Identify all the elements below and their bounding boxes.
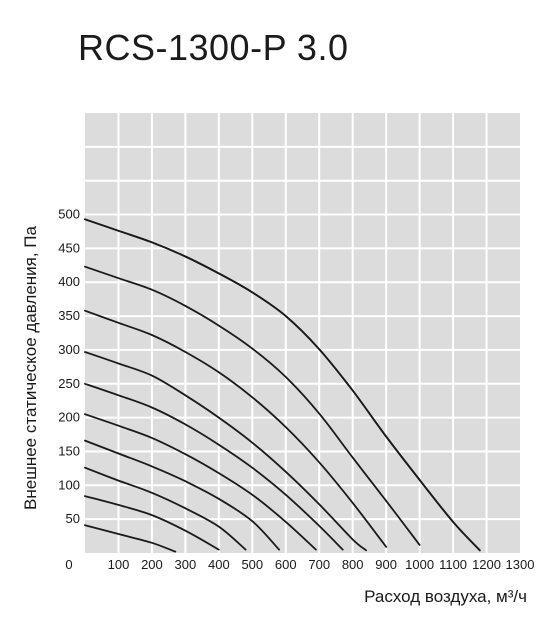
x-tick-label: 1300 [506,557,535,572]
x-tick-labels: 100 200 300 400 500 600 700 800 900 1000 1100 1200 1… [108,557,535,572]
x-tick-label: 400 [208,557,230,572]
y-tick-labels: 50 100 150 200 250 300 350 400 450 500 [58,207,80,527]
x-tick-label: 200 [141,557,163,572]
x-tick-label: 500 [241,557,263,572]
plot-background [85,113,520,553]
y-tick-label: 50 [66,511,80,526]
grid-lines [85,113,520,553]
x-tick-label: 800 [342,557,364,572]
pressure-curve-5 [84,413,317,551]
pressure-curve-11 [84,218,481,552]
x-tick-label: 1200 [472,557,501,572]
chart-title: RCS-1300-P 3.0 [78,27,349,68]
y-tick-label: 450 [58,240,80,255]
x-tick-label: 900 [375,557,397,572]
curve-series [84,218,481,553]
origin-label: 0 [65,557,72,572]
pressure-curve-2 [84,495,220,551]
y-tick-label: 500 [58,207,80,222]
y-tick-label: 200 [58,410,80,425]
pressure-curve-3 [84,466,247,551]
pressure-curve-7 [84,351,367,552]
y-tick-label: 300 [58,342,80,357]
pressure-curve-1 [84,524,177,553]
y-tick-label: 150 [58,443,80,458]
x-tick-label: 1100 [439,557,467,572]
x-tick-label: 600 [275,557,297,572]
pressure-curve-4 [84,439,280,551]
x-tick-label: 700 [308,557,330,572]
x-tick-label: 1000 [405,557,434,572]
y-axis-title: Внешнее статическое давления, Па [21,225,40,510]
y-tick-label: 100 [58,477,80,492]
pressure-curve-6 [84,382,344,551]
y-tick-label: 250 [58,376,80,391]
x-tick-label: 300 [175,557,197,572]
x-axis-title: Расход воздуха, м³/ч [364,587,527,606]
x-tick-label: 100 [108,557,130,572]
y-tick-label: 400 [58,274,80,289]
pressure-curve-9 [84,265,421,546]
pressure-curve-8 [84,309,388,548]
y-tick-label: 350 [58,308,80,323]
